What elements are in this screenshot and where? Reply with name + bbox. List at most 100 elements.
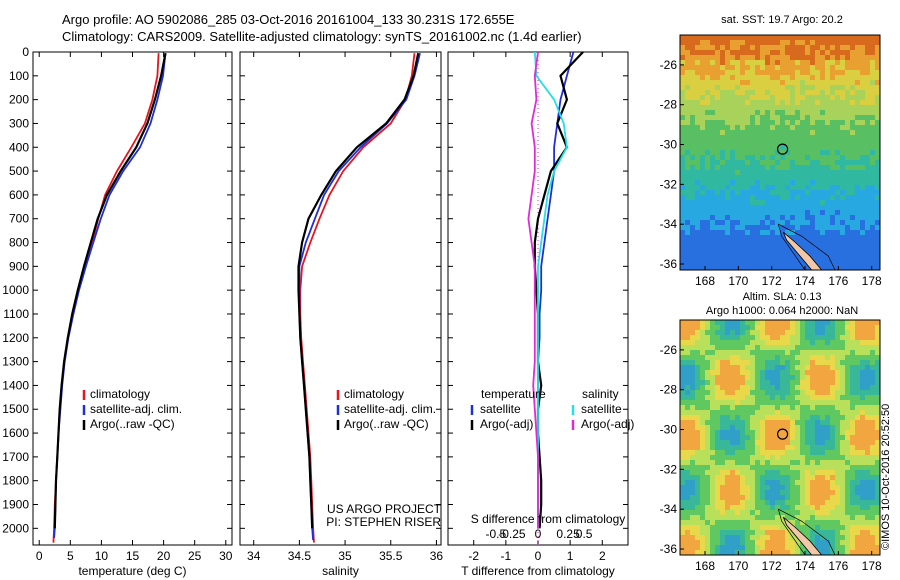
map-cell <box>740 200 745 205</box>
map-cell <box>700 210 705 215</box>
map-cell <box>730 135 735 140</box>
map-cell <box>870 100 875 105</box>
map-cell <box>825 420 830 425</box>
map-cell <box>775 540 780 545</box>
map-cell <box>780 80 785 85</box>
map-cell <box>795 85 800 90</box>
map-cell <box>775 465 780 470</box>
map-cell <box>790 145 795 150</box>
map-cell <box>730 410 735 415</box>
map-cell <box>695 525 700 530</box>
map-cell <box>720 50 725 55</box>
map-cell <box>720 105 725 110</box>
map-cell <box>850 435 855 440</box>
map-cell <box>845 460 850 465</box>
map-cell <box>785 190 790 195</box>
map-cell <box>715 440 720 445</box>
map-cell <box>700 150 705 155</box>
map-cell <box>705 175 710 180</box>
map-cell <box>730 470 735 475</box>
map-cell <box>855 520 860 525</box>
map-cell <box>795 415 800 420</box>
map-cell <box>725 400 730 405</box>
map-cell <box>875 550 880 555</box>
map-cell <box>760 245 765 250</box>
map-cell <box>785 260 790 265</box>
map-cell <box>750 375 755 380</box>
map-cell <box>785 550 790 555</box>
map-cell <box>800 145 805 150</box>
map-cell <box>800 105 805 110</box>
map-cell <box>740 255 745 260</box>
map-cell <box>815 215 820 220</box>
map-cell <box>795 60 800 65</box>
map-cell <box>755 145 760 150</box>
map-cell <box>745 170 750 175</box>
map-cell <box>825 50 830 55</box>
map-cell <box>780 240 785 245</box>
map-cell <box>765 455 770 460</box>
map-cell <box>855 505 860 510</box>
map-cell <box>750 390 755 395</box>
map-cell <box>785 60 790 65</box>
map-cell <box>745 235 750 240</box>
map-cell <box>855 420 860 425</box>
map-cell <box>740 170 745 175</box>
sst-map-lat-label: -30 <box>660 138 678 152</box>
map-cell <box>790 335 795 340</box>
map-cell <box>740 465 745 470</box>
map-cell <box>725 415 730 420</box>
map-cell <box>865 530 870 535</box>
map-cell <box>740 215 745 220</box>
map-cell <box>785 130 790 135</box>
map-cell <box>690 460 695 465</box>
map-cell <box>770 380 775 385</box>
map-cell <box>865 125 870 130</box>
map-cell <box>805 390 810 395</box>
map-cell <box>805 55 810 60</box>
map-cell <box>830 430 835 435</box>
map-cell <box>700 240 705 245</box>
depth-tick-label: 800 <box>9 236 29 250</box>
map-cell <box>810 405 815 410</box>
map-cell <box>870 375 875 380</box>
map-cell <box>715 470 720 475</box>
map-cell <box>800 340 805 345</box>
map-cell <box>865 320 870 325</box>
map-cell <box>810 320 815 325</box>
map-cell <box>790 495 795 500</box>
map-cell <box>795 470 800 475</box>
map-cell <box>750 455 755 460</box>
map-cell <box>845 200 850 205</box>
map-cell <box>795 430 800 435</box>
map-cell <box>875 455 880 460</box>
map-cell <box>875 490 880 495</box>
map-cell <box>695 110 700 115</box>
map-cell <box>805 510 810 515</box>
map-cell <box>845 490 850 495</box>
map-cell <box>765 405 770 410</box>
map-cell <box>825 100 830 105</box>
map-cell <box>725 165 730 170</box>
map-cell <box>710 505 715 510</box>
map-cell <box>690 520 695 525</box>
map-cell <box>740 435 745 440</box>
map-cell <box>790 225 795 230</box>
map-cell <box>760 405 765 410</box>
map-cell <box>695 375 700 380</box>
map-cell <box>775 175 780 180</box>
map-cell <box>800 505 805 510</box>
map-cell <box>755 165 760 170</box>
map-cell <box>690 265 695 270</box>
map-cell <box>735 410 740 415</box>
map-cell <box>855 230 860 235</box>
map-cell <box>705 500 710 505</box>
map-cell <box>750 425 755 430</box>
map-cell <box>740 125 745 130</box>
map-cell <box>705 205 710 210</box>
map-cell <box>845 70 850 75</box>
map-cell <box>700 120 705 125</box>
map-cell <box>685 220 690 225</box>
map-cell <box>850 355 855 360</box>
map-cell <box>780 360 785 365</box>
